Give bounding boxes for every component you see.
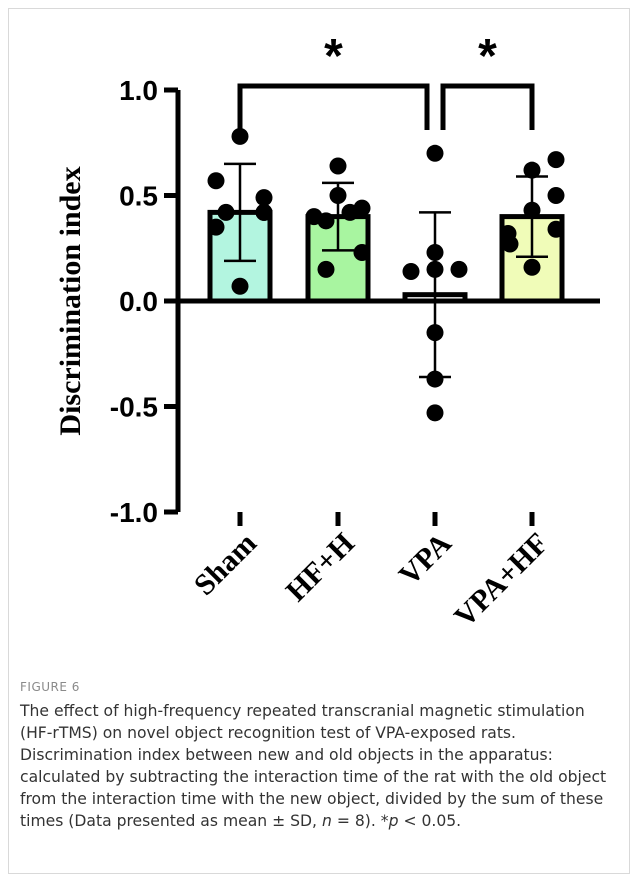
data-point <box>501 235 519 253</box>
caption-p-var: p <box>388 812 399 830</box>
bar-chart: Discrimination index 1.0 0.5 0.0 -0.5 -1.0 * * S… <box>54 30 600 634</box>
y-tick-label: 0.0 <box>119 286 158 317</box>
data-point <box>426 324 444 342</box>
caption-text-3: < 0.05. <box>398 812 462 830</box>
x-tick-label: VPA <box>393 526 459 592</box>
figure-frame <box>8 8 630 874</box>
data-point <box>402 262 420 280</box>
data-point <box>231 277 249 295</box>
data-point <box>547 220 565 238</box>
data-point <box>329 157 347 175</box>
caption-n-var: n <box>321 812 332 830</box>
y-axis-label: Discrimination index <box>54 166 87 435</box>
x-tick-label: VPA+HF <box>448 527 555 634</box>
data-point <box>329 187 347 204</box>
significance-bracket <box>440 83 535 130</box>
significance-marker: * <box>324 30 343 83</box>
data-point <box>207 218 225 236</box>
data-point <box>353 243 371 261</box>
y-tick-label: 1.0 <box>119 75 158 106</box>
data-point <box>426 370 444 388</box>
data-point <box>547 151 565 169</box>
y-tick-label: 0.5 <box>119 181 158 212</box>
figure-caption: The effect of high-frequency repeated tr… <box>20 700 620 832</box>
data-point <box>523 201 541 219</box>
figure-label: FIGURE 6 <box>20 680 80 694</box>
data-point <box>317 212 335 230</box>
x-tick-label: HF+H <box>280 527 361 608</box>
data-point <box>231 127 249 145</box>
data-point <box>426 260 444 278</box>
significance-marker: * <box>478 30 497 83</box>
data-point <box>255 203 273 221</box>
data-point <box>353 199 371 217</box>
x-tick-label: Sham <box>188 527 263 602</box>
data-point <box>547 187 565 204</box>
y-tick-label: -0.5 <box>110 392 158 423</box>
data-point <box>317 260 335 278</box>
data-point <box>523 258 541 276</box>
data-point <box>426 243 444 261</box>
data-point <box>523 161 541 179</box>
caption-text-1: The effect of high-frequency repeated tr… <box>20 702 607 830</box>
y-tick-label: -1.0 <box>110 497 158 528</box>
data-point <box>426 144 444 162</box>
data-point <box>426 404 444 422</box>
caption-text-2: = 8). * <box>331 812 389 830</box>
data-point <box>207 172 225 190</box>
data-point <box>217 203 235 221</box>
data-point <box>450 260 468 278</box>
significance-bracket <box>237 83 430 130</box>
data-point <box>255 189 273 207</box>
